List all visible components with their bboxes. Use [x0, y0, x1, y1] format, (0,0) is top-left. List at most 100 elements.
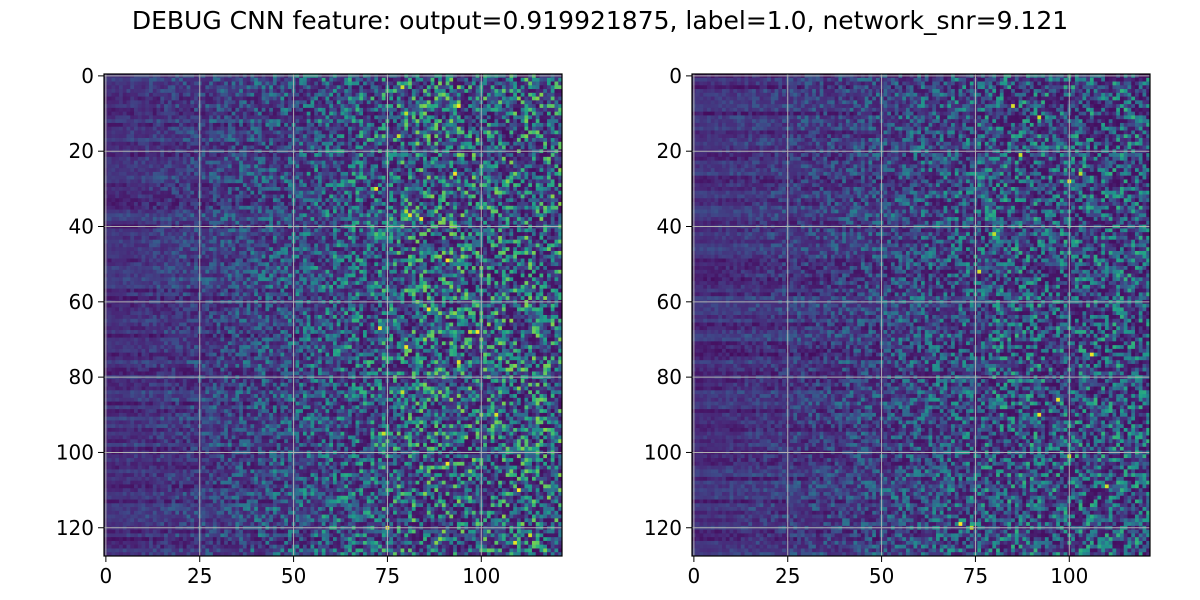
heatmap-cell [280, 156, 285, 162]
heatmap-cell [393, 194, 398, 199]
heatmap-cell [201, 145, 206, 150]
heatmap-cell [434, 134, 439, 139]
heatmap-cell [516, 205, 522, 210]
heatmap-cell [242, 153, 248, 158]
heatmap-cell [167, 77, 172, 82]
heatmap-cell [287, 220, 293, 226]
heatmap-cell [374, 81, 379, 86]
heatmap-cell [363, 115, 368, 120]
heatmap-cell [111, 198, 116, 203]
heatmap-cell [528, 77, 533, 82]
heatmap-cell [423, 220, 428, 226]
heatmap-cell [284, 160, 289, 165]
heatmap-cell [498, 171, 503, 177]
heatmap-cell [336, 175, 341, 180]
heatmap-cell [220, 119, 225, 124]
heatmap-cell [137, 194, 142, 199]
heatmap-cell [156, 179, 161, 184]
heatmap-cell [355, 209, 360, 214]
heatmap-cell [220, 141, 225, 146]
heatmap-cell [344, 202, 349, 207]
heatmap-cell [302, 134, 308, 139]
heatmap-cell [453, 100, 458, 105]
heatmap-cell [164, 107, 169, 113]
heatmap-cell [430, 119, 435, 124]
heatmap-cell [156, 126, 161, 131]
heatmap-cell [235, 168, 240, 173]
heatmap-cell [175, 134, 180, 139]
heatmap-cell [393, 209, 398, 214]
heatmap-cell [558, 171, 563, 177]
heatmap-cell [366, 77, 371, 82]
heatmap-cell [490, 85, 495, 90]
heatmap-cell [269, 179, 274, 184]
heatmap-cell [299, 141, 304, 146]
heatmap-cell [494, 130, 499, 135]
heatmap-cell [141, 183, 146, 188]
heatmap-cell [287, 153, 293, 158]
heatmap-cell [152, 104, 157, 109]
heatmap-cell [546, 141, 552, 146]
heatmap-cell [396, 104, 401, 109]
heatmap-cell [295, 96, 300, 101]
heatmap-cell [321, 164, 326, 169]
heatmap-cell [528, 153, 533, 158]
heatmap-cell [460, 217, 465, 222]
heatmap-cell [490, 145, 495, 150]
heatmap-cell [449, 107, 454, 113]
heatmap-cell [205, 100, 210, 105]
heatmap-cell [333, 138, 338, 143]
heatmap-cell [490, 122, 495, 128]
heatmap-cell [558, 213, 563, 218]
heatmap-cell [396, 130, 401, 135]
heatmap-cell [325, 111, 330, 116]
heatmap-cell [242, 190, 248, 195]
heatmap-cell [179, 138, 184, 143]
heatmap-cell [558, 205, 563, 210]
heatmap-cell [558, 85, 563, 90]
heatmap-cell [531, 175, 537, 180]
heatmap-cell [528, 104, 533, 109]
heatmap-cell [310, 107, 315, 113]
heatmap-cell [378, 111, 383, 116]
heatmap-cell [186, 198, 191, 203]
heatmap-cell [438, 134, 443, 139]
heatmap-cell [441, 183, 447, 188]
heatmap-cell [126, 183, 131, 188]
heatmap-cell [423, 153, 428, 158]
heatmap-cell [468, 217, 473, 222]
heatmap-cell [411, 190, 416, 195]
heatmap-cell [134, 164, 139, 169]
heatmap-cell [164, 77, 169, 82]
heatmap-cell [179, 217, 184, 222]
heatmap-cell [137, 205, 142, 210]
heatmap-cell [378, 141, 383, 146]
heatmap-cell [235, 115, 240, 120]
heatmap-cell [329, 217, 334, 222]
heatmap-cell [543, 130, 548, 135]
heatmap-cell [445, 92, 450, 97]
heatmap-cell [235, 183, 240, 188]
heatmap-cell [528, 130, 533, 135]
heatmap-cell [272, 205, 278, 210]
heatmap-cell [325, 198, 330, 203]
heatmap-cell [201, 209, 206, 214]
heatmap-cell [239, 175, 244, 180]
heatmap-cell [494, 209, 499, 214]
heatmap-cell [186, 205, 191, 210]
heatmap-cell [498, 179, 503, 184]
heatmap-cell [220, 130, 225, 135]
heatmap-cell [438, 186, 443, 192]
heatmap-cell [164, 89, 169, 94]
heatmap-cell [134, 126, 139, 131]
heatmap-cell [381, 100, 386, 105]
heatmap-cell [333, 183, 338, 188]
heatmap-cell [246, 89, 251, 94]
heatmap-cell [212, 194, 218, 199]
heatmap-cell [348, 156, 353, 162]
heatmap-cell [145, 156, 150, 162]
heatmap-cell [156, 122, 161, 128]
heatmap-cell [445, 134, 450, 139]
heatmap-cell [520, 194, 525, 199]
heatmap-cell [130, 85, 135, 90]
